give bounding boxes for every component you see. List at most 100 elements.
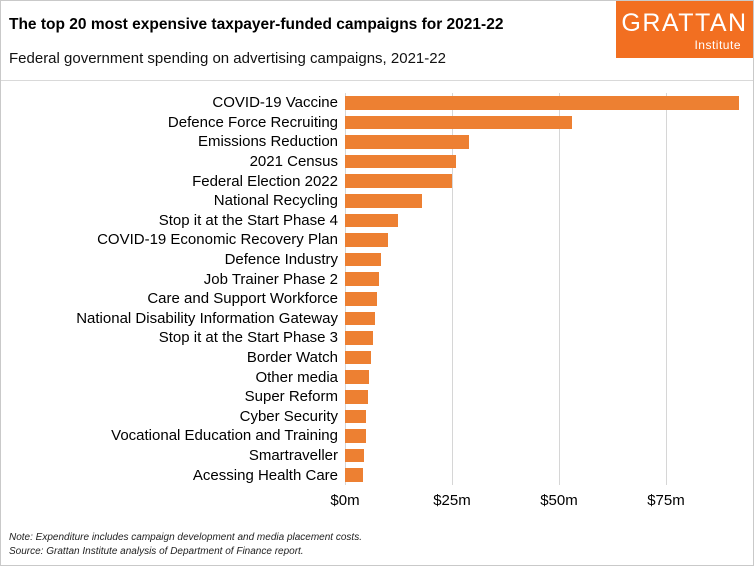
bar [345,350,371,365]
bar-row: Defence Force Recruiting [1,113,753,133]
x-tick-label: $0m [330,491,360,509]
bar-row: Acessing Health Care [1,465,753,485]
bar [345,291,378,306]
bar-track [345,367,743,387]
bar [345,389,368,404]
bar-row: National Recycling [1,191,753,211]
category-label: Defence Force Recruiting [167,113,338,131]
bar-track [345,407,743,427]
bar [345,468,363,482]
bar-track [345,113,743,133]
category-label: Other media [255,368,338,386]
gridline [665,93,667,485]
logo-subtext: Institute [694,38,741,52]
bar [345,135,470,149]
category-label: Emissions Reduction [197,133,338,151]
bar-track [345,348,743,368]
bar [345,311,375,326]
footnotes: Note: Expenditure includes campaign deve… [9,531,362,559]
bar-row: Cyber Security [1,407,753,427]
category-label: Vocational Education and Training [111,427,338,445]
category-label: National Recycling [213,192,338,210]
bar [345,233,388,247]
bar [345,429,366,443]
bar [345,409,367,424]
x-tick-label: $75m [647,491,685,509]
bar-row: Vocational Education and Training [1,426,753,446]
source-line: Source: Grattan Institute analysis of De… [9,546,304,557]
bar-track [345,211,743,231]
bar-row: Defence Industry [1,250,753,270]
bar-track [345,309,743,329]
bar [345,331,373,345]
bar-track [345,289,743,309]
bar-row: Stop it at the Start Phase 4 [1,211,753,231]
bar [345,154,457,169]
category-label: Cyber Security [239,407,338,425]
category-label: Stop it at the Start Phase 3 [158,329,338,347]
bar-track [345,465,743,485]
category-label: 2021 Census [249,153,338,171]
category-label: Defence Industry [224,251,338,269]
bar-row: Smartraveller [1,446,753,466]
x-tick-label: $25m [433,491,471,509]
bar-track [345,230,743,250]
bar-track [345,250,743,270]
bar-track [345,426,743,446]
bar-track [345,152,743,172]
bar-track [345,328,743,348]
bar-row: Super Reform [1,387,753,407]
category-label: Border Watch [246,349,338,367]
bar-rows: COVID-19 Vaccine Defence Force Recruiting… [1,93,753,485]
category-label: COVID-19 Economic Recovery Plan [97,231,338,249]
category-label: National Disability Information Gateway [76,309,338,327]
header: The top 20 most expensive taxpayer-funde… [1,1,753,81]
category-label: Smartraveller [248,446,338,464]
bar-track [345,446,743,466]
category-label: Federal Election 2022 [192,172,338,190]
grattan-logo: GRATTAN Institute [616,1,753,58]
bar-row: COVID-19 Economic Recovery Plan [1,230,753,250]
bar [345,174,452,188]
bar [345,272,380,286]
gridlines [345,93,743,485]
bar [345,115,572,130]
bar-track [345,191,743,211]
category-label: Stop it at the Start Phase 4 [158,211,338,229]
gridline [451,93,453,485]
category-label: Acessing Health Care [192,466,338,484]
category-label: COVID-19 Vaccine [212,94,338,112]
bar-row: 2021 Census [1,152,753,172]
bar [345,193,423,208]
bar-track [345,93,743,113]
bar-row: Federal Election 2022 [1,171,753,191]
bar-row: COVID-19 Vaccine [1,93,753,113]
bar-row: Border Watch [1,348,753,368]
bar [345,213,399,228]
bar-row: Other media [1,367,753,387]
note-line: Note: Expenditure includes campaign deve… [9,532,362,543]
bar-track [345,171,743,191]
bar-row: Stop it at the Start Phase 3 [1,328,753,348]
bar-track [345,132,743,152]
x-axis: $0m $25m $50m $75m [330,485,743,511]
chart-title: The top 20 most expensive taxpayer-funde… [9,16,504,33]
bar-chart: COVID-19 Vaccine Defence Force Recruiting… [1,93,753,511]
gridline [558,93,560,485]
category-label: Job Trainer Phase 2 [203,270,338,288]
x-tick-label: $50m [540,491,578,509]
bar-row: Care and Support Workforce [1,289,753,309]
category-label: Super Reform [244,388,338,406]
bar-row: Job Trainer Phase 2 [1,269,753,289]
bar [345,448,364,463]
gridline [345,93,346,485]
bar [345,96,739,110]
chart-subtitle: Federal government spending on advertisi… [9,50,446,67]
logo-wordmark: GRATTAN [621,9,748,37]
bar-row: Emissions Reduction [1,132,753,152]
bar-track [345,387,743,407]
bar [345,370,370,384]
bar-track [345,269,743,289]
category-label: Care and Support Workforce [147,290,338,308]
